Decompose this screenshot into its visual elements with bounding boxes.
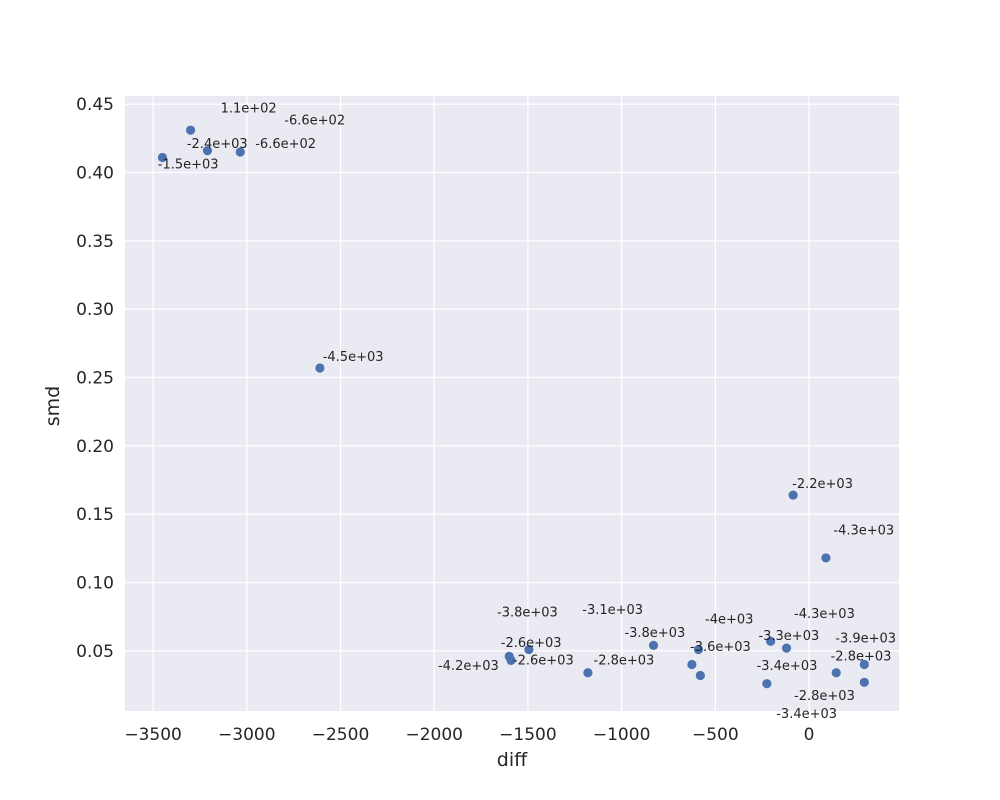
point-annotation: -3.9e+03: [835, 632, 896, 647]
point-annotation: -2.6e+03: [501, 636, 562, 651]
x-tick-label: −500: [692, 725, 739, 745]
data-points: [157, 125, 869, 689]
scatter-point: [315, 363, 325, 373]
scatter-point: [506, 655, 516, 666]
point-annotation: -1.5e+03: [158, 157, 219, 172]
y-tick-label: 0.45: [76, 95, 114, 115]
scatter-point: [766, 636, 776, 646]
plot-area: [125, 96, 899, 711]
point-annotation: -2.8e+03: [594, 654, 655, 669]
scatter-point: [202, 146, 213, 156]
scatter-point: [524, 644, 534, 655]
scatter-point: [762, 679, 772, 689]
y-tick-label: 0.25: [76, 369, 114, 389]
point-annotation: -3.1e+03: [582, 603, 643, 618]
point-annotation: -2.2e+03: [792, 477, 853, 492]
scatter-point: [693, 644, 704, 655]
point-annotation: -6.6e+02: [284, 114, 345, 129]
point-annotation: -4.2e+03: [438, 659, 499, 674]
point-annotation: -4.5e+03: [323, 350, 384, 365]
x-tick-label: −2500: [312, 725, 370, 745]
y-tick-label: 0.15: [76, 505, 114, 525]
point-annotation: -3.8e+03: [624, 626, 685, 641]
x-tick-label: −1500: [499, 725, 557, 745]
y-tick-labels: 0.05 0.10 0.15 0.20 0.25 0.30 0.35 0.40 0.45: [76, 95, 114, 662]
scatter-point: [648, 640, 659, 651]
scatter-point: [695, 670, 705, 681]
point-annotation: -2.4e+03: [187, 137, 248, 152]
scatter-point: [235, 147, 245, 157]
scatter-point: [157, 152, 168, 163]
point-annotation: -2.8e+03: [831, 649, 892, 664]
scatter-point: [831, 668, 841, 678]
scatter-point: [185, 125, 196, 135]
scatter-point: [859, 659, 869, 670]
y-tick-label: 0.20: [76, 437, 114, 457]
point-annotation: -3.3e+03: [758, 629, 819, 644]
grid-lines: [125, 96, 899, 711]
y-tick-label: 0.40: [76, 164, 114, 184]
x-tick-label: −3500: [124, 725, 182, 745]
x-tick-label: −2000: [405, 725, 463, 745]
x-axis-title: diff: [497, 749, 528, 771]
y-tick-label: 0.35: [76, 232, 114, 252]
point-annotation: -4e+03: [705, 613, 753, 628]
point-annotation: -4.3e+03: [833, 524, 894, 539]
x-tick-label: −3000: [218, 725, 276, 745]
scatter-point: [859, 677, 869, 687]
point-annotation: -3.6e+03: [690, 640, 751, 655]
scatter-point: [821, 553, 831, 563]
point-annotation: 1.1e+02: [221, 101, 277, 116]
point-annotation: -4.3e+03: [794, 607, 855, 622]
point-annotation: -3.8e+03: [497, 606, 558, 621]
y-axis-title: smd: [42, 386, 64, 426]
y-tick-label: 0.05: [76, 642, 114, 662]
y-tick-label: 0.30: [76, 300, 114, 320]
scatter-point: [583, 668, 593, 678]
point-annotation: -2.8e+03: [794, 689, 855, 704]
y-tick-label: 0.10: [76, 574, 114, 594]
point-annotation: -2.6e+03: [513, 654, 574, 669]
x-tick-label: −1000: [593, 725, 651, 745]
x-tick-labels: −3500 −3000 −2500 −2000 −1500 −1000 −500 0: [124, 725, 814, 745]
point-annotation: -6.6e+02: [255, 137, 316, 152]
point-annotation: -3.4e+03: [757, 659, 818, 674]
scatter-point: [788, 490, 798, 500]
point-annotations: 1.1e+02 -6.6e+02 -2.4e+03 -6.6e+02 -1.5e+03 -…: [158, 101, 896, 721]
scatter-point: [687, 659, 697, 670]
point-annotation: -3.4e+03: [776, 707, 837, 722]
x-tick-label: 0: [804, 725, 815, 745]
scatter-point: [781, 643, 792, 653]
